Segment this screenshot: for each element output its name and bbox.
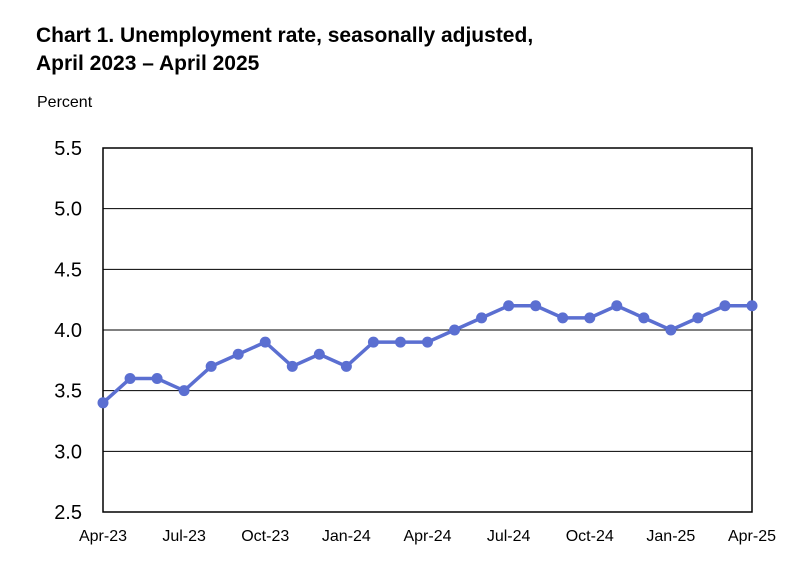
x-tick-label: Jul-23 (162, 528, 206, 545)
data-point (692, 312, 704, 324)
y-tick-label: 4.0 (54, 320, 82, 342)
x-tick-label: Oct-24 (566, 528, 614, 545)
series-line (101, 303, 754, 405)
x-tick-label: Jul-24 (487, 528, 531, 545)
y-tick-label: 4.5 (54, 259, 82, 281)
chart-title-line1: Chart 1. Unemployment rate, seasonally a… (36, 24, 534, 47)
data-point (422, 336, 433, 348)
data-point (746, 300, 758, 312)
data-point (367, 336, 379, 348)
chart-title: Chart 1. Unemployment rate, seasonally a… (36, 22, 533, 78)
data-point (503, 300, 515, 312)
y-tick-label: 3.0 (54, 441, 82, 463)
y-tick-label: 5.0 (54, 199, 82, 221)
data-point (340, 360, 352, 372)
data-point (232, 348, 244, 360)
data-point (665, 324, 677, 336)
y-axis-label: Percent (37, 94, 93, 111)
data-point (286, 360, 298, 372)
data-point (719, 300, 731, 312)
chart-subtitle: April 2023 – April 2025 (36, 52, 260, 75)
data-point (530, 300, 542, 312)
data-point (124, 373, 136, 385)
x-tick-label: Apr-25 (728, 528, 776, 545)
x-tick-label: Oct-23 (241, 528, 289, 545)
y-tick-label: 2.5 (54, 502, 82, 524)
data-point (557, 312, 569, 324)
data-point (394, 336, 406, 348)
data-point (584, 312, 596, 324)
y-tick-label: 3.5 (54, 381, 82, 403)
data-point (449, 324, 461, 336)
data-point (259, 336, 271, 348)
data-point (638, 312, 650, 324)
y-tick-label: 5.5 (54, 138, 82, 160)
data-point (178, 385, 190, 397)
x-tick-label: Apr-24 (403, 528, 451, 545)
plot-area-frame (102, 147, 753, 513)
data-point (476, 312, 488, 324)
x-tick-label: Jan-25 (646, 528, 695, 545)
data-point (611, 300, 623, 312)
data-point (151, 373, 163, 385)
data-point (313, 348, 325, 360)
data-point (205, 360, 217, 372)
x-tick-label: Apr-23 (79, 528, 127, 545)
x-tick-label: Jan-24 (322, 528, 371, 545)
data-point (97, 397, 109, 409)
